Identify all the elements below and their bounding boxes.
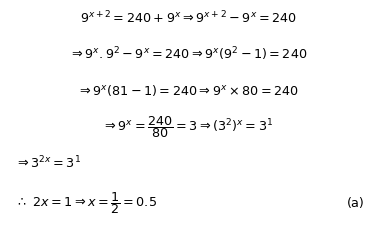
Text: $\Rightarrow 9^x{.}9^2 - 9^x = 240 \Rightarrow 9^x(9^2-1) = 240$: $\Rightarrow 9^x{.}9^2 - 9^x = 240 \Righ… (69, 45, 307, 63)
Text: $\therefore\ 2x = 1 \Rightarrow x = \dfrac{1}{2} = 0.5$: $\therefore\ 2x = 1 \Rightarrow x = \dfr… (15, 189, 157, 216)
Text: $9^{x+2} = 240 + 9^x \Rightarrow 9^{x+2} - 9^x = 240$: $9^{x+2} = 240 + 9^x \Rightarrow 9^{x+2}… (80, 10, 296, 26)
Text: $\Rightarrow 3^{2x} = 3^1$: $\Rightarrow 3^{2x} = 3^1$ (15, 154, 81, 170)
Text: $\Rightarrow 9^x(81-1) = 240 \Rightarrow 9^x \times 80 = 240$: $\Rightarrow 9^x(81-1) = 240 \Rightarrow… (77, 83, 299, 97)
Text: $\Rightarrow 9^x = \dfrac{240}{80} = 3 \Rightarrow (3^2)^x = 3^1$: $\Rightarrow 9^x = \dfrac{240}{80} = 3 \… (102, 113, 274, 139)
Text: (a): (a) (347, 196, 365, 209)
